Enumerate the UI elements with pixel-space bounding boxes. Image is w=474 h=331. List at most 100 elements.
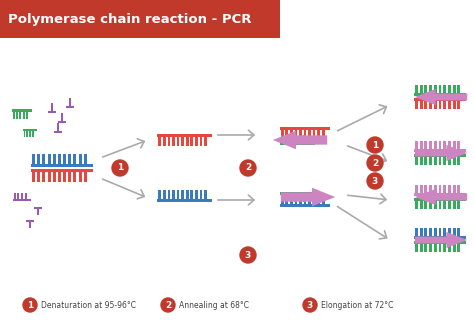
Bar bbox=[294, 195, 297, 202]
Bar bbox=[195, 190, 198, 199]
Bar bbox=[434, 244, 437, 252]
Bar bbox=[453, 157, 456, 165]
Bar bbox=[0, 0, 280, 38]
Bar bbox=[204, 136, 207, 146]
Text: 1: 1 bbox=[27, 301, 33, 309]
Bar bbox=[47, 172, 51, 182]
Bar bbox=[31, 169, 93, 172]
Bar bbox=[294, 195, 297, 204]
Bar bbox=[424, 244, 427, 252]
Bar bbox=[438, 141, 441, 149]
Bar bbox=[21, 193, 23, 199]
Bar bbox=[299, 134, 301, 141]
Bar bbox=[424, 101, 427, 109]
Bar bbox=[443, 101, 446, 109]
Bar bbox=[34, 207, 42, 209]
Text: 2: 2 bbox=[245, 164, 251, 172]
Bar bbox=[448, 85, 451, 93]
Bar bbox=[419, 185, 422, 193]
Bar bbox=[79, 154, 82, 164]
Bar bbox=[457, 141, 460, 149]
Bar bbox=[18, 193, 19, 199]
Bar bbox=[177, 136, 180, 146]
Bar bbox=[322, 129, 325, 138]
Circle shape bbox=[367, 173, 383, 189]
Bar bbox=[290, 195, 293, 204]
Bar bbox=[308, 134, 310, 141]
Bar bbox=[453, 185, 456, 193]
Bar bbox=[163, 190, 166, 199]
Circle shape bbox=[240, 160, 256, 176]
Bar bbox=[438, 157, 441, 165]
Bar bbox=[415, 228, 418, 236]
Bar bbox=[434, 201, 437, 209]
Bar bbox=[429, 185, 432, 193]
Text: 3: 3 bbox=[372, 176, 378, 185]
Bar bbox=[419, 85, 422, 93]
Bar bbox=[438, 228, 441, 236]
Bar bbox=[286, 134, 288, 141]
Bar bbox=[457, 157, 460, 165]
Text: 2: 2 bbox=[165, 301, 171, 309]
Bar bbox=[429, 201, 432, 209]
Bar bbox=[415, 201, 418, 209]
Bar bbox=[457, 228, 460, 236]
Bar bbox=[13, 199, 31, 201]
Bar bbox=[73, 154, 76, 164]
Bar bbox=[313, 129, 316, 138]
Bar bbox=[42, 154, 46, 164]
Bar bbox=[308, 195, 311, 204]
Text: 1: 1 bbox=[117, 164, 123, 172]
Bar bbox=[281, 195, 283, 204]
Bar bbox=[280, 204, 330, 207]
Bar bbox=[63, 154, 66, 164]
Bar bbox=[158, 190, 161, 199]
Bar bbox=[419, 101, 422, 109]
Bar bbox=[414, 198, 466, 201]
Bar bbox=[419, 201, 422, 209]
Text: Denaturation at 95-96°C: Denaturation at 95-96°C bbox=[41, 301, 136, 309]
Bar bbox=[68, 154, 71, 164]
Bar bbox=[434, 228, 437, 236]
Bar bbox=[47, 154, 51, 164]
Bar bbox=[317, 195, 320, 204]
Circle shape bbox=[161, 298, 175, 312]
Bar bbox=[51, 103, 53, 111]
Bar bbox=[434, 141, 437, 149]
Bar bbox=[57, 123, 59, 131]
Bar bbox=[19, 112, 21, 118]
Bar bbox=[303, 134, 306, 141]
Bar bbox=[29, 131, 31, 137]
Bar bbox=[32, 131, 34, 137]
Bar bbox=[429, 244, 432, 252]
Bar bbox=[443, 141, 446, 149]
Bar bbox=[443, 185, 446, 193]
Bar bbox=[448, 101, 451, 109]
Bar bbox=[443, 157, 446, 165]
Bar bbox=[424, 185, 427, 193]
Bar bbox=[37, 172, 40, 182]
Bar bbox=[23, 112, 25, 118]
Bar bbox=[282, 195, 284, 202]
Bar bbox=[453, 101, 456, 109]
Circle shape bbox=[240, 247, 256, 263]
Bar bbox=[443, 228, 446, 236]
Bar bbox=[204, 190, 207, 199]
Bar bbox=[16, 112, 18, 118]
Bar bbox=[158, 136, 161, 146]
Bar bbox=[26, 112, 28, 118]
Bar bbox=[172, 190, 175, 199]
Bar bbox=[42, 172, 46, 182]
Bar bbox=[415, 141, 418, 149]
Bar bbox=[415, 244, 418, 252]
Bar bbox=[280, 126, 330, 129]
Bar bbox=[290, 195, 293, 202]
Bar bbox=[182, 136, 184, 146]
Bar bbox=[308, 129, 311, 138]
Bar bbox=[29, 220, 31, 228]
Bar bbox=[434, 101, 437, 109]
Bar bbox=[294, 129, 297, 138]
Bar bbox=[424, 157, 427, 165]
Bar bbox=[157, 133, 212, 136]
Bar bbox=[429, 85, 432, 93]
